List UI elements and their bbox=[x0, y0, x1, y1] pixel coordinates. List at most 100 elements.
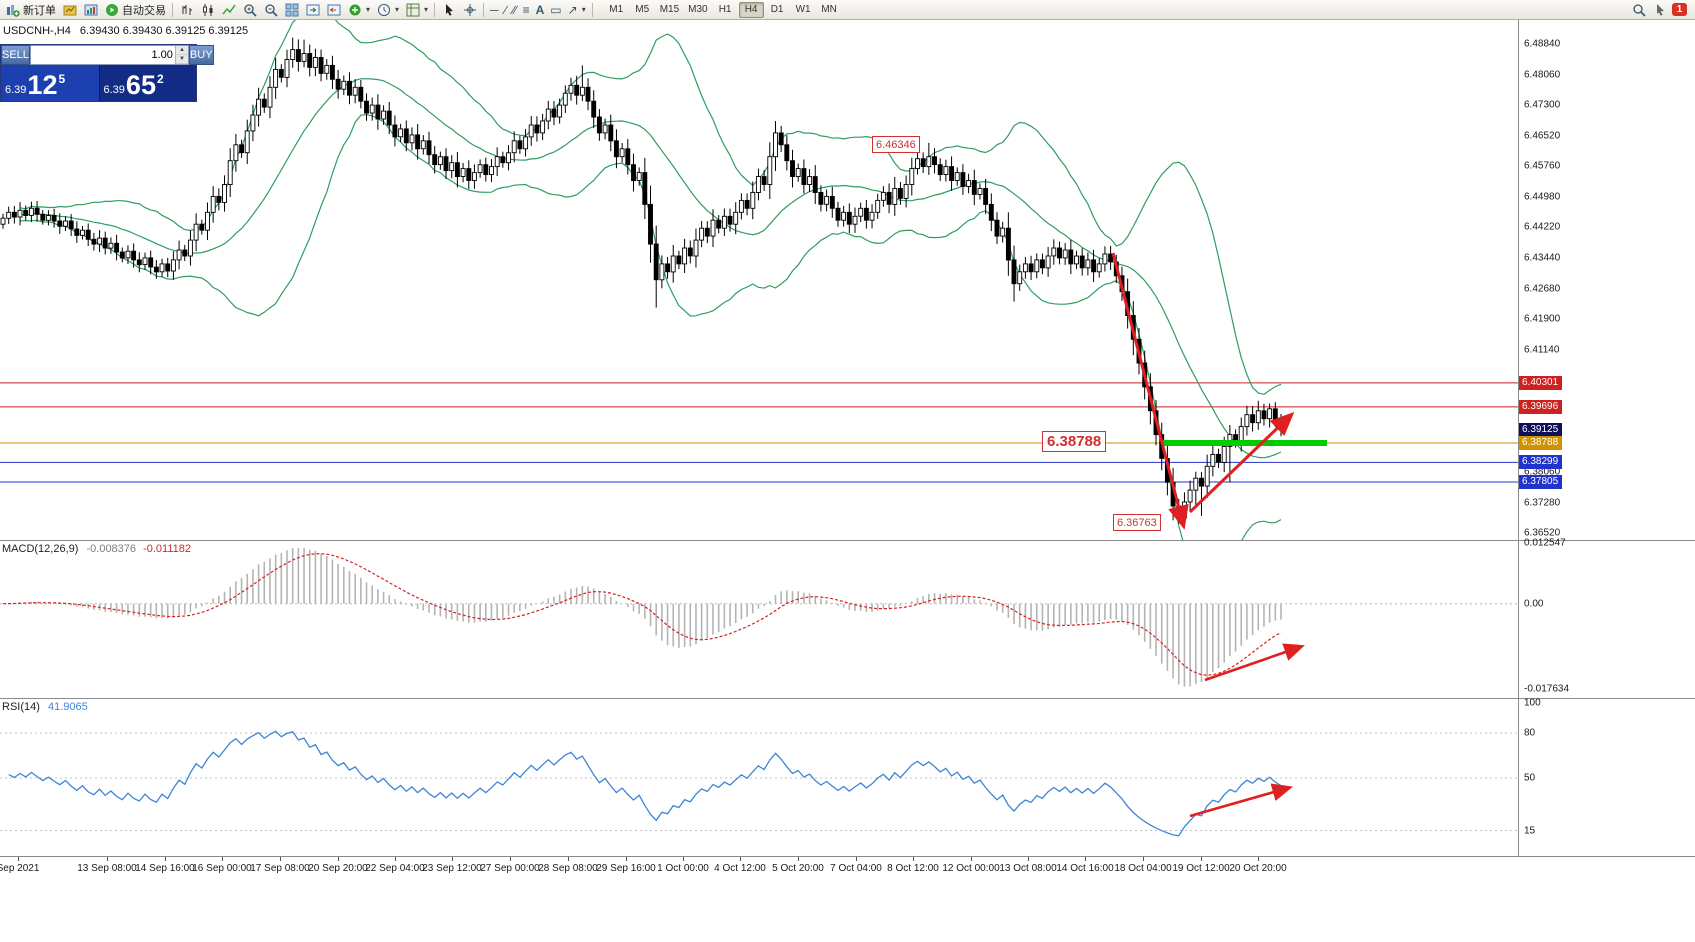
arrow-object-icon: ↗ bbox=[567, 2, 578, 17]
add-indicator-icon bbox=[347, 2, 362, 17]
new-order-button[interactable]: 新订单 bbox=[2, 1, 59, 19]
macd-axis-label: -0.017634 bbox=[1524, 683, 1570, 695]
label-icon: ▭ bbox=[550, 2, 562, 17]
timeframe-button-m30[interactable]: M30 bbox=[688, 4, 708, 15]
time-axis-label: 1 Oct 00:00 bbox=[657, 863, 709, 874]
timeframe-button-h4[interactable]: H4 bbox=[738, 1, 764, 18]
chart-shift-button[interactable] bbox=[323, 1, 344, 19]
time-axis-tick bbox=[683, 857, 684, 861]
crosshair-tool-button[interactable] bbox=[459, 1, 480, 19]
buy-price-big: 65 bbox=[125, 70, 156, 100]
bar-chart-type-button[interactable] bbox=[176, 1, 197, 19]
dropdown-arrow-icon: ▾ bbox=[366, 5, 371, 14]
rsi-plot[interactable] bbox=[0, 698, 1518, 856]
auto-scroll-button[interactable] bbox=[302, 1, 323, 19]
sell-button[interactable]: SELL bbox=[1, 45, 30, 65]
time-axis-label: 22 Sep 04:00 bbox=[365, 863, 425, 874]
template-menu-button[interactable]: ▾ bbox=[402, 1, 431, 19]
zoom-out-button[interactable] bbox=[260, 1, 281, 19]
time-axis-tick bbox=[395, 857, 396, 861]
time-axis-label: 20 Oct 20:00 bbox=[1229, 863, 1287, 874]
label-tool[interactable]: ▭ bbox=[547, 1, 564, 19]
axis-separator-line bbox=[1518, 20, 1519, 856]
toolbar: 新订单 自动交易 ▾ ▾ bbox=[0, 0, 1695, 20]
cursor-tool-button[interactable] bbox=[438, 1, 459, 19]
time-axis-tick bbox=[510, 857, 511, 861]
profiles-button[interactable] bbox=[59, 1, 80, 19]
lot-size-input[interactable] bbox=[30, 46, 175, 64]
zoom-in-icon bbox=[242, 2, 257, 17]
time-axis-label: 7 Oct 04:00 bbox=[830, 863, 882, 874]
new-order-label: 新订单 bbox=[23, 4, 56, 17]
pointer-button[interactable] bbox=[1649, 1, 1670, 19]
macd-signal-value: -0.011182 bbox=[143, 543, 192, 555]
rsi-axis-label: 80 bbox=[1524, 727, 1536, 739]
channel-tool[interactable]: ∕∕ bbox=[510, 1, 520, 19]
lot-decrease-button[interactable]: ▼ bbox=[175, 55, 188, 64]
timeframe-button-mn[interactable]: MN bbox=[821, 4, 837, 15]
panel-separator[interactable] bbox=[0, 540, 1695, 541]
price-axis-label: 6.37280 bbox=[1524, 497, 1561, 509]
time-axis-label: 23 Sep 12:00 bbox=[422, 863, 482, 874]
toolbar-separator bbox=[591, 2, 593, 17]
horizontal-line-tool[interactable]: ─ bbox=[487, 1, 502, 19]
crosshair-icon bbox=[462, 2, 477, 17]
price-axis-label: 6.42680 bbox=[1524, 283, 1561, 294]
rsi-value: 41.9065 bbox=[47, 701, 88, 713]
time-axis-label: 14 Sep 16:00 bbox=[135, 863, 195, 874]
tile-windows-button[interactable] bbox=[281, 1, 302, 19]
sell-quote[interactable]: 6.39 12 5 bbox=[1, 65, 99, 101]
symbol-period-label: USDCNH-,H4 bbox=[3, 25, 71, 37]
trend-arrows bbox=[1111, 252, 1295, 530]
lot-size-field: ▲ ▼ bbox=[29, 45, 189, 65]
time-axis-tick bbox=[1258, 857, 1259, 861]
notification-badge[interactable]: 1 bbox=[1672, 3, 1687, 16]
time-axis-tick bbox=[222, 857, 223, 861]
macd-signal-line bbox=[2, 553, 1282, 676]
lot-increase-button[interactable]: ▲ bbox=[175, 46, 188, 55]
text-tool[interactable]: A bbox=[533, 1, 548, 19]
market-watch-button[interactable] bbox=[80, 1, 101, 19]
period-menu-button[interactable]: ▾ bbox=[373, 1, 402, 19]
price-axis-label: 6.44980 bbox=[1524, 191, 1561, 203]
price-axis-label: 6.47300 bbox=[1524, 99, 1561, 111]
search-button[interactable] bbox=[1628, 1, 1649, 19]
panel-separator[interactable] bbox=[0, 698, 1695, 699]
rsi-name: RSI(14) bbox=[2, 701, 40, 713]
time-axis-label: 20 Sep 20:00 bbox=[308, 863, 368, 874]
dropdown-arrow-icon: ▾ bbox=[424, 5, 429, 14]
time-axis-label: 16 Sep 00:00 bbox=[192, 863, 252, 874]
timeframe-button-h1[interactable]: H1 bbox=[718, 4, 732, 15]
time-axis[interactable]: Sep 2021 13 Sep 08:00 14 Sep 16:00 16 Sep 0… bbox=[0, 856, 1695, 878]
arrows-tool[interactable]: ↗ ▾ bbox=[565, 1, 589, 19]
timeframe-button-w1[interactable]: W1 bbox=[795, 4, 811, 15]
auto-trading-button[interactable]: 自动交易 bbox=[101, 1, 169, 19]
price-axis-label: 6.43440 bbox=[1524, 252, 1561, 264]
timeframe-button-m15[interactable]: M15 bbox=[659, 4, 680, 15]
timeframe-button-m1[interactable]: M1 bbox=[609, 4, 624, 15]
price-axis-label: 6.41900 bbox=[1524, 313, 1561, 325]
market-watch-icon bbox=[83, 2, 98, 17]
candlestick-chart-type-button[interactable] bbox=[197, 1, 218, 19]
trendline-tool[interactable]: ∕ bbox=[502, 1, 510, 19]
line-chart-type-button[interactable] bbox=[218, 1, 239, 19]
auto-trading-label: 自动交易 bbox=[122, 4, 166, 17]
timeframe-button-d1[interactable]: D1 bbox=[770, 4, 784, 15]
time-axis-tick bbox=[1028, 857, 1029, 861]
macd-plot[interactable] bbox=[0, 540, 1518, 698]
candlestick-series bbox=[0, 37, 1284, 528]
fibonacci-tool[interactable]: ≡ bbox=[520, 1, 533, 19]
buy-button[interactable]: BUY bbox=[188, 45, 214, 65]
time-axis-tick bbox=[856, 857, 857, 861]
rsi-panel: RSI(14) 41.9065 bbox=[0, 698, 1695, 856]
main-chart-plot[interactable] bbox=[0, 20, 1518, 540]
zoom-in-button[interactable] bbox=[239, 1, 260, 19]
buy-quote[interactable]: 6.39 65 2 bbox=[98, 65, 196, 101]
add-indicator-button[interactable]: ▾ bbox=[344, 1, 373, 19]
timeframe-button-m5[interactable]: M5 bbox=[635, 4, 650, 15]
time-axis-label: 27 Sep 00:00 bbox=[480, 863, 540, 874]
time-axis-label: 4 Oct 12:00 bbox=[714, 863, 766, 874]
zoom-out-icon bbox=[263, 2, 278, 17]
dropdown-arrow-icon: ▾ bbox=[395, 5, 400, 14]
candlestick-icon bbox=[200, 2, 215, 17]
